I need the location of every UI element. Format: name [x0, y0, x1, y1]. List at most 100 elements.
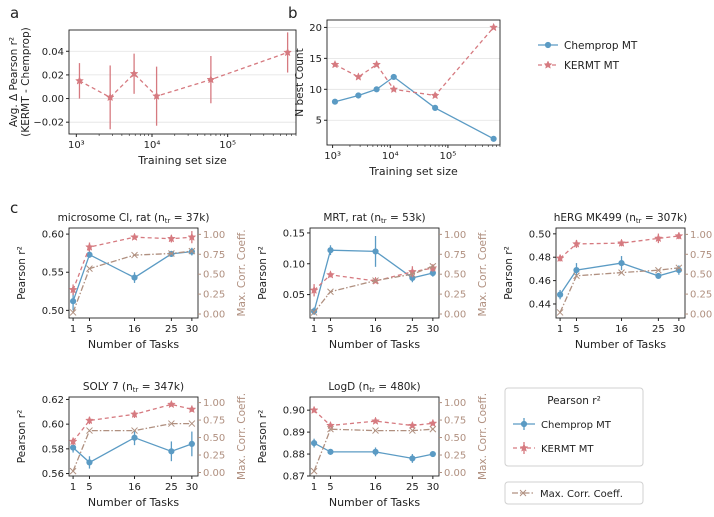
data-point — [86, 265, 93, 272]
legend-label: KERMT MT — [564, 60, 620, 72]
x-tick-label: 25 — [165, 482, 178, 493]
axes-frame — [68, 29, 297, 135]
y-right-axis-label: Max. Corr. Coeff. — [236, 229, 248, 316]
series-line — [313, 267, 434, 291]
data-point — [674, 231, 684, 240]
data-point — [331, 98, 339, 105]
x-tick-label: 25 — [165, 324, 178, 335]
x-tick-label: 1 — [557, 324, 563, 335]
data-point — [675, 264, 683, 272]
y-tick-label: 20 — [309, 23, 322, 34]
data-point — [326, 270, 335, 279]
data-point — [86, 251, 93, 258]
y-axis-label: Pearson r² — [257, 246, 269, 300]
data-point — [617, 238, 626, 247]
data-point — [556, 309, 564, 316]
data-point — [206, 74, 216, 84]
y-tick-label: 0.62 — [42, 395, 64, 406]
y-tick-label: 0.89 — [283, 428, 305, 439]
title-subscript: tr — [369, 386, 375, 394]
y-right-tick-label: 0.00 — [690, 310, 712, 321]
y-right-tick-label: 0.75 — [444, 416, 466, 427]
title-rest: = 37k) — [170, 212, 209, 224]
legend-box — [504, 387, 644, 467]
data-point — [131, 251, 138, 259]
x-tick-label: 25 — [406, 482, 419, 493]
y-tick-label: 0.50 — [529, 229, 551, 240]
series-line — [334, 76, 494, 140]
data-point — [372, 277, 379, 284]
data-point — [86, 427, 93, 434]
data-point — [85, 415, 94, 425]
x-axis-label: Number of Tasks — [575, 338, 667, 351]
data-point — [105, 92, 115, 102]
x-tick-label: 16 — [128, 482, 141, 493]
panel-title: LogD (ntr = 480k) — [328, 381, 420, 394]
data-point — [373, 86, 380, 93]
panel-label: b — [288, 4, 298, 22]
data-point — [429, 262, 437, 270]
data-point — [327, 247, 334, 254]
x-tick-label: 5 — [86, 482, 92, 493]
y-tick-label: 0.10 — [283, 259, 305, 270]
data-point — [187, 232, 197, 241]
y-tick-label: 0.88 — [283, 450, 305, 461]
y-axis-label: Pearson r² — [503, 246, 515, 300]
y-right-tick-label: 0.75 — [203, 250, 225, 261]
x-tick-label: 10⁴ — [382, 151, 399, 162]
y-right-tick-label: 1.00 — [203, 230, 225, 241]
data-point — [130, 409, 139, 419]
axes-frame — [326, 19, 501, 146]
panel-title: hERG MK499 (ntr = 307k) — [554, 212, 687, 225]
series-line — [559, 235, 679, 259]
title-subscript: tr — [133, 386, 139, 394]
data-point — [520, 420, 528, 428]
y-tick-label: 0.58 — [42, 444, 64, 455]
y-right-tick-label: 0.00 — [444, 310, 466, 321]
data-point — [355, 92, 362, 99]
data-point — [68, 436, 78, 446]
y-right-axis-label: Max. Corr. Coeff. — [477, 393, 489, 480]
axes-frame — [309, 227, 440, 319]
legend-title: Pearson r² — [547, 395, 601, 407]
series-line — [334, 26, 495, 97]
data-point — [389, 84, 399, 94]
series-line — [313, 409, 433, 427]
y-tick-label: 0.50 — [42, 306, 64, 317]
data-point — [655, 266, 662, 274]
y-tick-label: 0.00 — [42, 94, 64, 105]
y-tick-label: 10 — [309, 85, 322, 96]
title-subscript: tr — [165, 217, 171, 225]
data-point — [428, 418, 438, 428]
data-point — [432, 104, 439, 111]
y-tick-label: 0.48 — [529, 253, 551, 264]
y-right-tick-label: 0.75 — [690, 250, 712, 261]
data-point — [573, 272, 580, 280]
data-point — [166, 234, 176, 243]
x-tick-label: 16 — [615, 324, 628, 335]
data-point — [555, 253, 565, 263]
data-point — [618, 269, 625, 276]
y-right-tick-label: 0.00 — [203, 310, 225, 321]
data-point — [655, 272, 662, 280]
panel-title: SOLY 7 (ntr = 347k) — [83, 381, 184, 394]
legend-c: Pearson r² Chemprop MT KERMT MT — [504, 387, 644, 467]
y-right-tick-label: 0.50 — [444, 433, 466, 444]
x-tick-label: 16 — [369, 482, 382, 493]
y-tick-label: 0.15 — [283, 228, 305, 239]
y-right-tick-label: 0.25 — [444, 290, 466, 301]
y-tick-label: 0.04 — [42, 47, 64, 58]
x-tick-label: 30 — [672, 324, 685, 335]
x-tick-label: 16 — [369, 324, 382, 335]
y-tick-label: 0.60 — [42, 420, 64, 431]
legend-box — [504, 481, 644, 505]
data-point — [429, 450, 436, 458]
x-tick-label: 10³ — [324, 151, 341, 162]
x-tick-label: 1 — [311, 324, 317, 335]
legend-label: Chemprop MT — [541, 420, 612, 431]
y-right-tick-label: 0.75 — [444, 250, 466, 261]
y-right-tick-label: 1.00 — [444, 230, 466, 241]
y-tick-label: 0.60 — [42, 230, 64, 241]
data-point — [188, 247, 196, 255]
data-point — [86, 459, 93, 466]
